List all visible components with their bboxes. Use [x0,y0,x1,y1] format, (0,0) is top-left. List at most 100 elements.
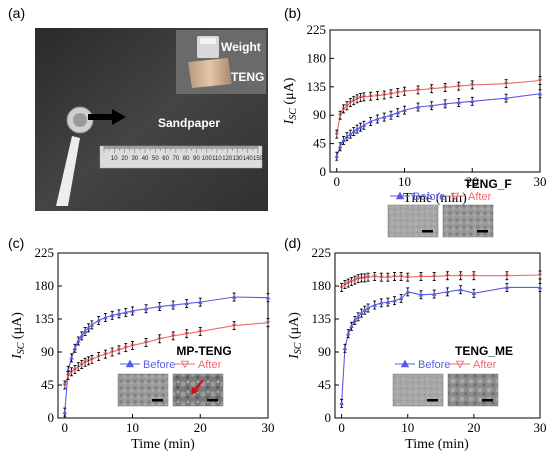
data-point-after [344,104,350,109]
data-point-after [405,275,411,280]
data-point-before [82,329,88,334]
data-point-after [341,107,346,112]
data-point-after [348,100,353,106]
series-line-before [341,286,540,404]
x-tick-label: 30 [534,174,547,189]
series-line-after [341,274,541,288]
data-point-after [334,132,340,137]
data-point-after [123,345,129,351]
y-tick-label: 0 [320,164,327,179]
data-point-after [345,281,351,286]
data-point-after [537,273,543,278]
data-point-after [537,78,543,83]
y-tick-label: 135 [35,311,55,326]
legend-label-after: After [198,359,222,371]
data-point-before [372,302,377,307]
data-point-after [431,274,437,279]
legend-marker-triangle-down-icon [455,360,465,369]
panel-b-label: (b) [284,5,301,21]
data-point-after [359,276,364,281]
data-point-after [471,274,477,279]
data-point-after [415,88,421,93]
y-tick-label: 45 [313,136,326,151]
data-point-after [458,274,463,279]
data-point-after [365,275,371,280]
x-tick-label: 0 [334,174,341,189]
y-axis-title: ISC (μA) [287,312,304,360]
x-tick-label: 20 [466,174,479,189]
y-tick-label: 225 [307,22,327,37]
data-point-after [157,337,162,342]
data-point-before [79,333,84,338]
direction-arrow-icon [112,109,126,125]
scale-bar [477,230,488,233]
data-point-before [445,289,450,294]
highlight-arrow-icon [191,387,199,395]
scale-bar [482,399,493,402]
data-point-after [351,99,356,104]
data-point-before [349,323,354,329]
data-point-before [355,314,361,319]
data-point-before [395,110,401,115]
data-point-before [469,98,475,103]
x-tick-label: 20 [467,420,480,435]
tweezer [56,136,80,206]
data-point-before [157,304,162,309]
data-point-after [349,279,354,285]
data-point-after [368,94,373,99]
legend-marker-triangle-down-icon [180,360,190,369]
data-point-after [339,285,344,290]
data-point-after [388,92,394,97]
data-point-before [365,305,371,310]
data-point-before [170,302,176,307]
y-tick-label: 225 [312,245,332,260]
y-tick-label: 0 [48,410,55,425]
teng-label: TENG [231,70,264,84]
data-point-before [86,325,91,330]
data-point-before [442,101,448,106]
data-point-before [405,289,411,294]
x-tick-label: 30 [534,420,547,435]
panel-a: (a) Weight TENG Sandpaper 10 20 30 40 50 60 70… [8,5,268,211]
data-point-after [197,329,203,334]
legend-label-after: After [468,191,492,203]
data-point-after [402,89,407,94]
data-point-after [65,373,71,378]
data-point-before [109,312,115,318]
y-tick-label: 135 [307,79,327,94]
ruler-number: 40 [142,156,149,162]
data-point-after [469,83,475,88]
data-point-before [72,345,78,351]
chart-panel-b: 0 45 90 135 180 225 0 10 20 30 Time (min) ISC (μA) B… [282,22,547,238]
data-point-before [337,144,343,149]
x-tick-label: 0 [62,420,69,435]
data-point-after [86,359,91,364]
ruler-number: 80 [183,156,190,162]
data-point-before [130,308,135,313]
data-point-after [69,370,74,375]
data-point-after [361,95,367,100]
ruler-number: 130 [232,156,243,162]
data-point-after [170,334,176,339]
data-point-after [76,364,81,370]
data-point-before [103,315,108,320]
sample-label: MP-TENG [176,344,231,358]
data-point-after [72,367,78,373]
data-point-before [116,311,122,316]
data-point-after [82,360,88,365]
scale-bar [422,230,433,233]
data-point-before [385,299,391,304]
data-point-after [392,274,397,279]
data-point-before [431,291,437,296]
data-point-after [184,331,189,337]
data-point-before [358,124,363,129]
data-point-before [89,322,95,327]
x-tick-label: 10 [126,420,139,435]
data-point-after [352,278,358,283]
data-point-before [379,300,384,305]
legend-marker-triangle-up-icon [400,359,410,368]
y-axis-title: ISC (μA) [282,77,299,125]
y-tick-label: 90 [313,107,326,122]
x-axis-title: Time (min) [131,437,195,452]
sample-label: TENG_F [464,177,511,191]
